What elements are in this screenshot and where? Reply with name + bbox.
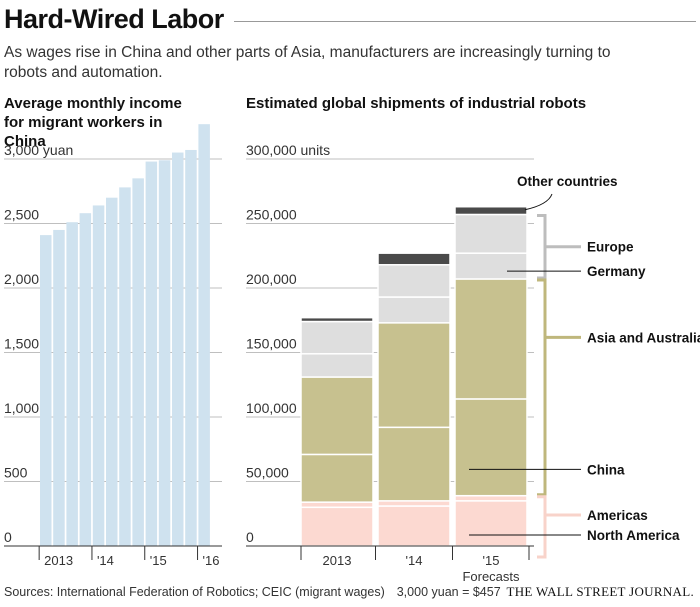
wage-chart: 0 500 1,000 1,500 2,000 2,500 3,000 yuan 2013 '1…: [4, 124, 222, 568]
robot-bar-segment: [454, 252, 528, 280]
robot-y-tick-label: 150,000: [246, 336, 297, 352]
robot-y-tick-label: 100,000: [246, 400, 297, 416]
wage-bar: [40, 235, 52, 547]
sources-line: Sources: International Federation of Rob…: [4, 585, 513, 599]
legend-bracket-americas: [537, 495, 547, 559]
robot-bar-segment: [377, 264, 451, 298]
robot-y-tick-label: 0: [246, 529, 254, 545]
robot-bar-segment: [300, 320, 374, 355]
wage-y-tick-label: 2,500: [4, 207, 39, 223]
robot-bar-segment: [377, 505, 451, 547]
robot-bar-segment: [377, 322, 451, 429]
headline-rule: [234, 21, 696, 22]
wage-bar: [119, 187, 131, 546]
robot-x-tick-label: 2013: [323, 553, 352, 568]
robot-bar-segment: [300, 353, 374, 378]
robot-bar-segment: [377, 252, 451, 266]
robot-bar-segment: [377, 296, 451, 324]
source-text: Sources: International Federation of Rob…: [4, 585, 385, 599]
wage-bar: [132, 178, 144, 546]
robot-bar-segment: [454, 278, 528, 400]
wage-bar: [79, 213, 92, 546]
headline: Hard-Wired Labor: [4, 4, 224, 34]
robot-x-tick-label: '15: [483, 553, 500, 568]
robot-bar-segment: [300, 453, 374, 503]
robot-x-tick-label: '14: [406, 553, 423, 568]
wage-bar: [172, 152, 184, 547]
wsj-credit: THE WALL STREET JOURNAL.: [506, 584, 694, 599]
wage-y-tick-label: 1,500: [4, 336, 39, 352]
robot-y-tick-label: 300,000 units: [246, 142, 330, 158]
robot-bar-segment: [454, 213, 528, 254]
robot-y-tick-label: 250,000: [246, 207, 297, 223]
wage-bar: [92, 205, 105, 546]
wage-chart-title: Average monthly income for migrant worke…: [4, 95, 182, 150]
conversion-note: 3,000 yuan = $457: [396, 585, 501, 599]
wage-bar: [158, 160, 171, 547]
legend-label-china: China: [587, 462, 625, 477]
legend-leader-other-countries: [524, 193, 553, 211]
wage-bar: [145, 161, 158, 546]
legend-label-other-countries: Other countries: [517, 174, 618, 189]
wage-y-tick-label: 1,000: [4, 400, 39, 416]
legend-bracket-asia: [537, 278, 547, 497]
robot-y-tick-label: 200,000: [246, 271, 297, 287]
wage-bar: [66, 222, 78, 546]
robot-chart: 0 50,000 100,000 150,000 200,000 250,000 300,0…: [246, 142, 700, 584]
wage-y-tick-label: 500: [4, 465, 28, 481]
robot-bar-segment: [454, 494, 528, 502]
wage-y-tick-label: 3,000 yuan: [4, 142, 73, 158]
robot-bar-segment: [300, 316, 374, 323]
robot-chart-title: Estimated global shipments of industrial…: [246, 95, 587, 112]
legend-label-asia-australia: Asia and Australia: [587, 330, 700, 345]
robot-bar-segment: [377, 500, 451, 507]
wage-x-tick-label: '15: [150, 553, 167, 568]
wage-bar: [185, 149, 197, 546]
legend-label-americas: Americas: [587, 508, 648, 523]
robot-bar-segment: [300, 506, 374, 547]
legend-label-europe: Europe: [587, 240, 634, 255]
robot-bar-segment: [454, 500, 528, 547]
robot-bar-segment: [377, 426, 451, 502]
robot-bar-segment: [300, 501, 374, 509]
robot-y-tick-label: 50,000: [246, 465, 289, 481]
legend-bracket-europe: [537, 213, 547, 280]
wage-x-tick-label: '16: [203, 553, 220, 568]
wage-bar: [198, 124, 210, 547]
wage-y-tick-label: 2,000: [4, 271, 39, 287]
legend-label-germany: Germany: [587, 264, 646, 279]
wage-x-tick-label: '14: [97, 553, 114, 568]
wage-bar: [106, 197, 118, 546]
wage-bar: [53, 229, 65, 546]
robot-bar-segment: [300, 376, 374, 456]
robot-bar-segment: [454, 398, 528, 497]
dek: As wages rise in China and other parts o…: [4, 44, 611, 81]
wage-y-tick-label: 0: [4, 529, 12, 545]
robot-bar-segment: [454, 205, 528, 216]
forecast-label: Forecasts: [462, 569, 520, 584]
legend-label-north-america: North America: [587, 528, 680, 543]
wage-x-tick-label: 2013: [44, 553, 73, 568]
